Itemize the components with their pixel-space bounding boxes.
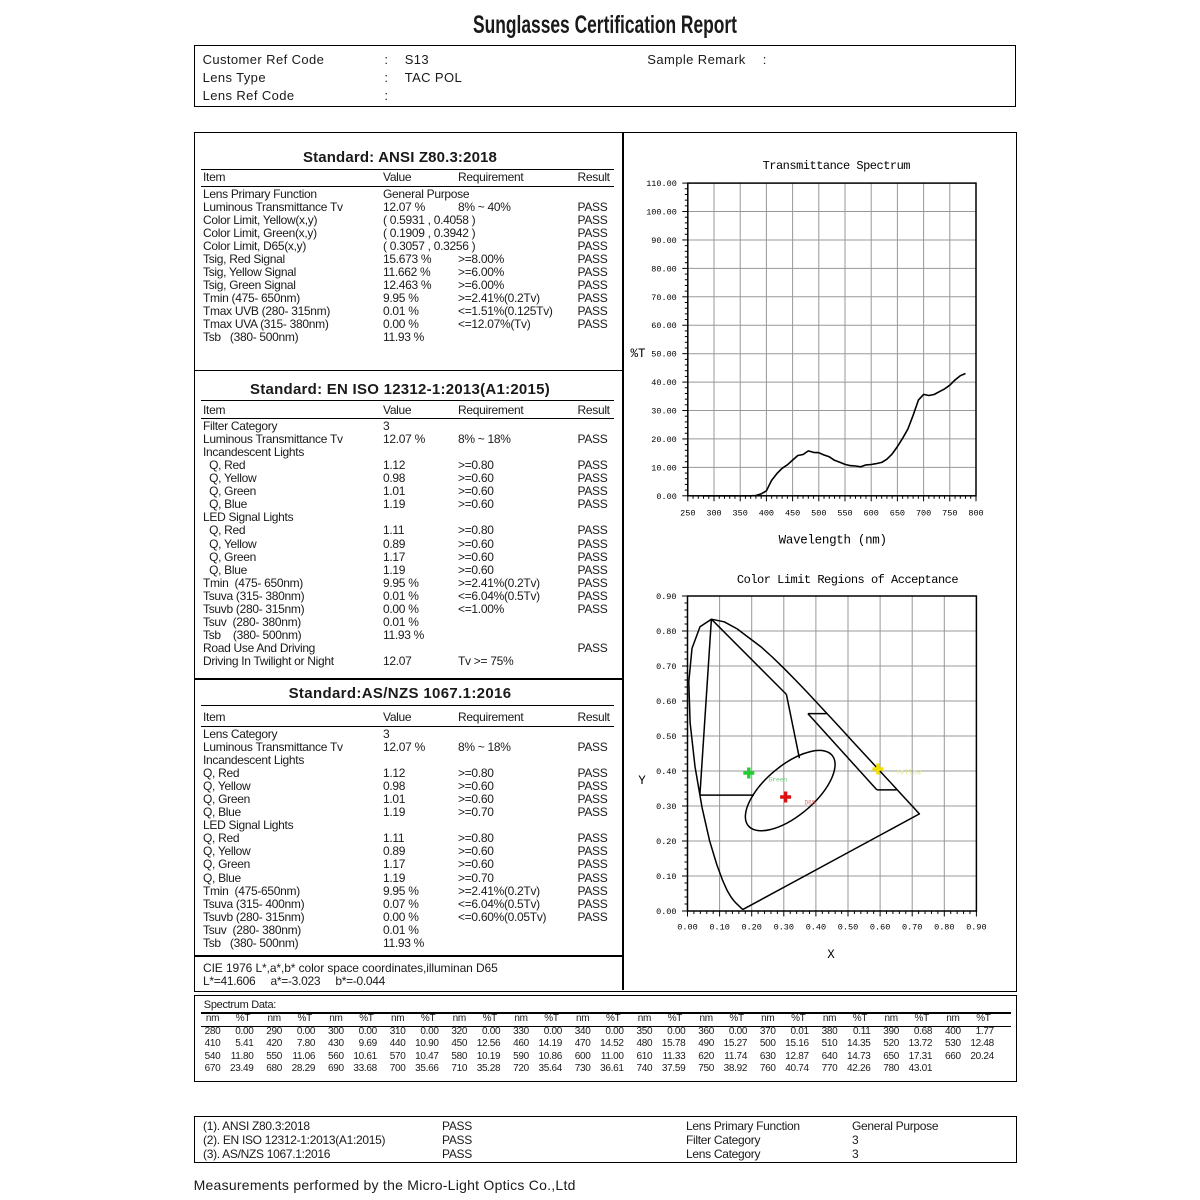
svg-text:400: 400 xyxy=(759,508,774,518)
svg-text:Transmittance Spectrum: Transmittance Spectrum xyxy=(763,159,911,173)
svg-text:10.00: 10.00 xyxy=(651,463,677,473)
svg-text:700: 700 xyxy=(916,508,931,518)
svg-text:800: 800 xyxy=(968,508,983,518)
svg-text:60.00: 60.00 xyxy=(651,321,677,331)
svg-text:0.50: 0.50 xyxy=(656,732,676,742)
svg-text:0.10: 0.10 xyxy=(656,872,676,882)
svg-text:0.30: 0.30 xyxy=(656,802,676,812)
svg-text:90.00: 90.00 xyxy=(651,236,677,246)
svg-text:70.00: 70.00 xyxy=(651,293,677,303)
svg-text:100.00: 100.00 xyxy=(646,208,677,218)
svg-text:0.90: 0.90 xyxy=(966,923,986,933)
svg-text:250: 250 xyxy=(680,508,695,518)
svg-text:0.50: 0.50 xyxy=(838,923,858,933)
svg-text:0.00: 0.00 xyxy=(656,907,676,917)
svg-text:Yellow: Yellow xyxy=(896,770,922,778)
svg-text:300: 300 xyxy=(706,508,721,518)
svg-text:0.30: 0.30 xyxy=(774,923,794,933)
svg-text:0.60: 0.60 xyxy=(870,923,890,933)
svg-text:20.00: 20.00 xyxy=(651,435,677,445)
svg-text:0.60: 0.60 xyxy=(656,697,676,707)
svg-text:X: X xyxy=(827,948,835,962)
svg-text:0.00: 0.00 xyxy=(677,923,697,933)
svg-text:350: 350 xyxy=(733,508,748,518)
svg-text:0.40: 0.40 xyxy=(806,923,826,933)
svg-text:550: 550 xyxy=(837,508,852,518)
svg-text:650: 650 xyxy=(890,508,905,518)
svg-text:80.00: 80.00 xyxy=(651,264,677,274)
svg-text:0.70: 0.70 xyxy=(656,662,676,672)
svg-text:30.00: 30.00 xyxy=(651,407,677,417)
svg-text:Green: Green xyxy=(769,776,788,783)
svg-text:0.80: 0.80 xyxy=(656,627,676,637)
svg-text:%T: %T xyxy=(630,347,646,361)
svg-text:Wavelength (nm): Wavelength (nm) xyxy=(779,534,887,548)
svg-text:0.70: 0.70 xyxy=(902,923,922,933)
svg-text:Y: Y xyxy=(638,774,646,788)
svg-text:50.00: 50.00 xyxy=(651,350,677,360)
svg-text:0.00: 0.00 xyxy=(656,492,676,502)
svg-text:600: 600 xyxy=(864,508,879,518)
svg-text:Color Limit Regions of Accepta: Color Limit Regions of Acceptance xyxy=(737,573,958,587)
svg-text:0.90: 0.90 xyxy=(656,592,676,602)
svg-text:0.80: 0.80 xyxy=(934,923,954,933)
svg-text:0.10: 0.10 xyxy=(709,923,729,933)
svg-text:750: 750 xyxy=(942,508,957,518)
svg-text:D65: D65 xyxy=(805,799,816,806)
svg-text:40.00: 40.00 xyxy=(651,378,677,388)
svg-text:0.40: 0.40 xyxy=(656,767,676,777)
svg-text:0.20: 0.20 xyxy=(656,837,676,847)
svg-text:0.20: 0.20 xyxy=(741,923,761,933)
svg-text:110.00: 110.00 xyxy=(646,179,677,189)
svg-text:450: 450 xyxy=(785,508,800,518)
svg-text:500: 500 xyxy=(811,508,826,518)
